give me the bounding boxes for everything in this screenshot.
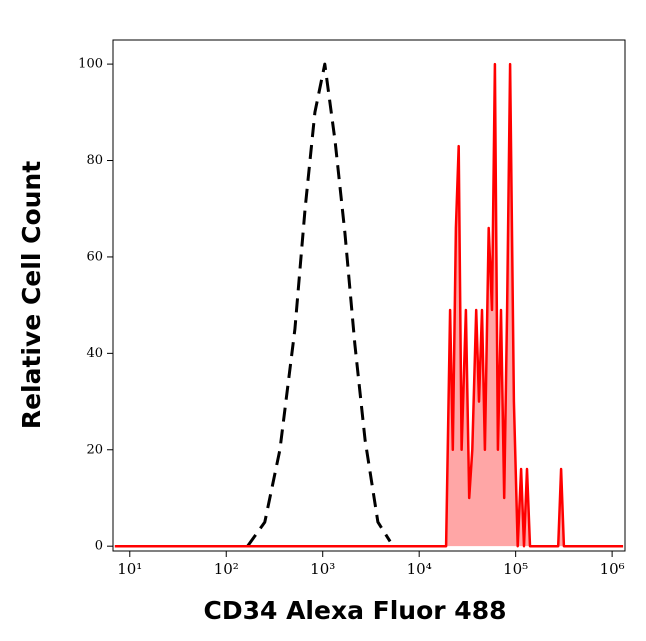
y-tick-label: 20	[86, 442, 103, 457]
x-tick-label: 10³	[310, 560, 335, 578]
x-tick-label: 10⁶	[600, 560, 625, 578]
x-axis-title: CD34 Alexa Fluor 488	[203, 596, 506, 625]
y-tick-label: 80	[86, 153, 103, 168]
y-tick-label: 40	[86, 346, 103, 361]
y-axis-title: Relative Cell Count	[17, 161, 46, 429]
x-tick-label: 10²	[214, 560, 239, 578]
x-tick-label: 10⁵	[503, 560, 528, 578]
line	[246, 62, 392, 548]
y-tick-label: 60	[86, 249, 103, 264]
y-tick-label: 100	[78, 57, 103, 72]
y-tick-label: 0	[95, 539, 103, 554]
x-tick-label: 10⁴	[407, 560, 432, 578]
plot-frame	[112, 39, 626, 552]
area	[114, 64, 624, 547]
line	[114, 62, 624, 548]
x-tick-label: 10¹	[117, 560, 142, 578]
